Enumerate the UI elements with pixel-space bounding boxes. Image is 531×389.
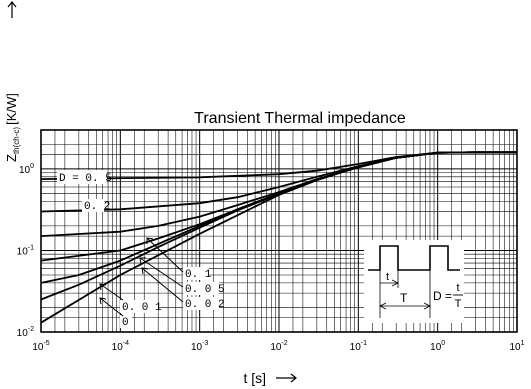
pulse-waveform bbox=[368, 245, 460, 271]
y-axis-label: Zth(ch-c) [K/W] bbox=[4, 93, 21, 162]
leader-line-d001 bbox=[99, 283, 124, 301]
leader-lines bbox=[99, 237, 184, 317]
leader-arrowhead-d005 bbox=[139, 257, 146, 265]
curve-label-bg-d0 bbox=[120, 315, 132, 328]
curve-label-bg-d005 bbox=[183, 282, 219, 295]
inset-T-label: T bbox=[400, 291, 408, 305]
y-tick-label: 10-1 bbox=[17, 244, 34, 257]
curve-label-d002: 0. 0 2 bbox=[185, 299, 225, 311]
y-tick-label: 100 bbox=[19, 163, 34, 176]
leader-arrowhead-d001 bbox=[99, 283, 107, 291]
leader-line-d0 bbox=[99, 297, 124, 317]
x-tick-label: 10-1 bbox=[350, 340, 367, 353]
leader-arrowhead-d01 bbox=[146, 237, 154, 244]
y-axis-label-main: Z bbox=[4, 154, 19, 162]
inset-frac-den: T bbox=[455, 298, 462, 310]
inset-t-label: t bbox=[386, 271, 389, 283]
curve-label-d001: 0. 0 1 bbox=[122, 302, 162, 314]
y-tick-label: 10-2 bbox=[17, 326, 34, 339]
pulse-inset: t T D = t T bbox=[364, 240, 464, 323]
x-tick-label: 10-2 bbox=[270, 340, 287, 353]
x-axis-arrow bbox=[276, 373, 297, 383]
leader-arrowhead-d002 bbox=[141, 267, 149, 275]
curve-label-bg-d05 bbox=[57, 170, 107, 184]
leader-line-d01 bbox=[146, 237, 184, 273]
curve-label-d02: 0. 2 bbox=[84, 201, 110, 213]
T-dim-arrowhead-right bbox=[423, 302, 431, 310]
inset-duty-prefix: D = bbox=[433, 289, 452, 303]
y-tick-labels: 100 10-1 10-2 bbox=[17, 163, 34, 339]
chart-series-group bbox=[40, 151, 517, 324]
y-axis-arrow bbox=[7, 1, 17, 18]
plot-frame bbox=[40, 129, 518, 333]
T-dim-arrowhead-left bbox=[379, 302, 387, 310]
curve-label-d005: 0. 0 5 bbox=[185, 284, 225, 296]
x-tick-label: 10-3 bbox=[191, 340, 208, 353]
curve-labels: D = 0. 5 0. 2 0. 1 0. 0 5 0. 0 2 0. 0 1 … bbox=[57, 170, 225, 329]
curve-label-bg-d001 bbox=[120, 300, 158, 313]
leader-arrowhead-d0 bbox=[99, 297, 107, 305]
leader-line-d005 bbox=[139, 257, 184, 288]
t-dim-arrowhead bbox=[391, 279, 399, 287]
series-line-6 bbox=[40, 151, 517, 324]
curve-label-bg-d002 bbox=[183, 297, 219, 310]
x-tick-label: 10-4 bbox=[112, 340, 129, 353]
leader-line-d002 bbox=[141, 267, 184, 303]
curve-label-bg-d01 bbox=[183, 267, 209, 280]
x-tick-label: 10-5 bbox=[32, 340, 49, 353]
svg-text:Zth(ch-c)[K/W]: Zth(ch-c) [K/W] bbox=[4, 93, 21, 162]
chart-title: Transient Thermal impedance bbox=[194, 110, 406, 127]
x-tick-label: 101 bbox=[509, 340, 524, 353]
curve-label-bg-d02 bbox=[82, 199, 104, 212]
inset-frac-num: t bbox=[456, 282, 459, 294]
x-tick-labels: 10-5 10-4 10-3 10-2 10-1 100 101 bbox=[32, 340, 524, 353]
y-axis-label-unit: [K/W] bbox=[4, 93, 19, 125]
curve-label-d01: 0. 1 bbox=[185, 269, 212, 281]
x-axis-label: t [s] bbox=[243, 370, 266, 386]
curve-label-d05: D = 0. 5 bbox=[59, 173, 112, 185]
x-tick-label: 100 bbox=[430, 340, 445, 353]
curve-label-d0: 0 bbox=[122, 317, 129, 329]
y-axis-label-sub: th(ch-c) bbox=[12, 127, 21, 154]
pulse-inset-bg bbox=[364, 240, 464, 323]
